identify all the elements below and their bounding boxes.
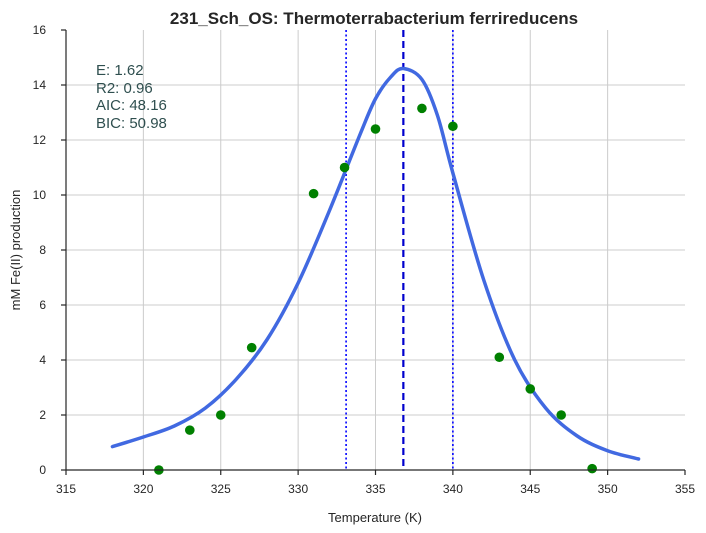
data-point bbox=[448, 121, 458, 132]
stat-r2: R2: 0.96 bbox=[96, 80, 153, 97]
grid bbox=[66, 30, 685, 470]
data-point bbox=[339, 162, 350, 173]
reference-lines bbox=[345, 30, 454, 470]
stat-bic: BIC: 50.98 bbox=[96, 115, 167, 132]
axes bbox=[61, 29, 686, 475]
data-point bbox=[417, 103, 427, 114]
stat-aic: AIC: 48.16 bbox=[96, 97, 167, 114]
y-tick-label: 4 bbox=[39, 353, 46, 367]
data-point bbox=[587, 463, 597, 474]
y-tick-label: 14 bbox=[33, 78, 47, 92]
x-tick-label: 325 bbox=[211, 482, 231, 496]
tick-labels: 315 320 325 330 335 340 345 350 355 0 2 4 6 8 10 12 14 16 bbox=[33, 23, 696, 496]
y-tick-label: 12 bbox=[33, 133, 47, 147]
data-point bbox=[308, 188, 319, 199]
data-point bbox=[246, 342, 257, 353]
y-axis-label: mM Fe(II) production bbox=[8, 190, 23, 311]
x-tick-label: 330 bbox=[288, 482, 308, 496]
x-tick-label: 320 bbox=[133, 482, 153, 496]
fit-statistics: E: 1.62 R2: 0.96 AIC: 48.16 BIC: 50.98 bbox=[96, 62, 167, 132]
data-point bbox=[185, 425, 195, 435]
data-point bbox=[370, 124, 381, 134]
data-point bbox=[494, 352, 505, 363]
y-tick-label: 10 bbox=[33, 188, 47, 202]
x-tick-label: 345 bbox=[520, 482, 540, 496]
x-tick-label: 340 bbox=[443, 482, 463, 496]
x-tick-label: 335 bbox=[365, 482, 385, 496]
y-tick-label: 6 bbox=[39, 298, 46, 312]
y-tick-label: 8 bbox=[39, 243, 46, 257]
y-tick-label: 2 bbox=[39, 408, 46, 422]
x-tick-label: 315 bbox=[56, 482, 76, 496]
x-axis-label: Temperature (K) bbox=[328, 510, 422, 525]
data-point bbox=[215, 410, 226, 420]
y-tick-label: 16 bbox=[33, 23, 47, 37]
chart-title: 231_Sch_OS: Thermoterrabacterium ferrire… bbox=[170, 9, 578, 28]
data-point bbox=[525, 384, 536, 394]
y-tick-label: 0 bbox=[39, 463, 46, 477]
stat-e: E: 1.62 bbox=[96, 62, 144, 79]
data-points bbox=[154, 103, 597, 475]
x-tick-label: 350 bbox=[598, 482, 618, 496]
data-point bbox=[556, 410, 566, 420]
x-tick-label: 355 bbox=[675, 482, 695, 496]
